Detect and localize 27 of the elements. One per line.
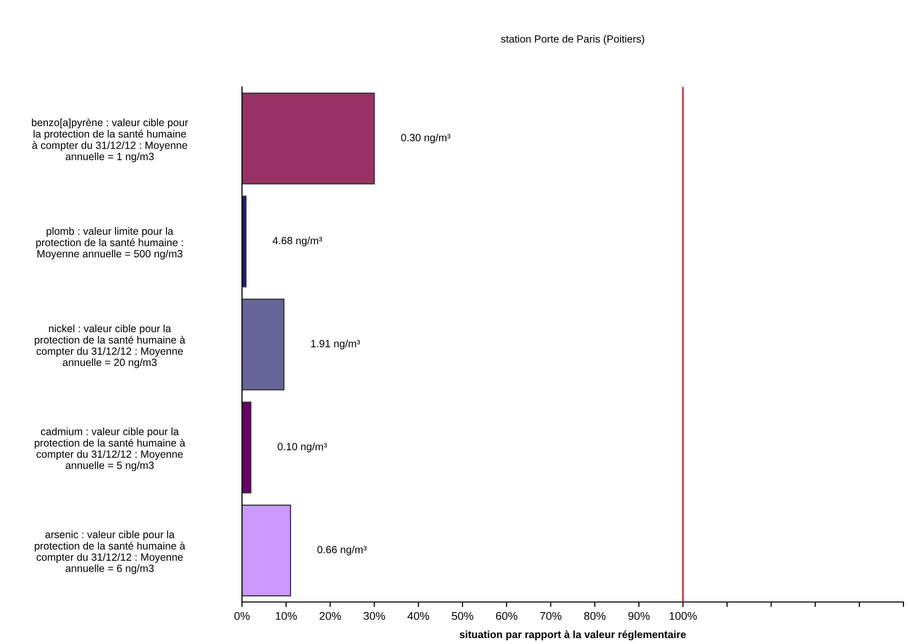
annotation: 0.66 ng/m³	[317, 546, 367, 556]
x-tick-label: 70%	[540, 612, 562, 620]
x-tick-label: 80%	[584, 612, 606, 620]
y-tick-label: benzo[a]pyrène : valeur cible pour la protection de la santé humaine à compter du 31/12/12 : Moyenne annuelle = 1 ng/m3	[32, 118, 188, 162]
y-tick-label: nickel : valeur cible pour la protection de la santé humaine à compter du 31/12/12 : Moyenne annuelle = 20 ng/m3	[34, 324, 186, 368]
annotation: 1.91 ng/m³	[311, 340, 360, 350]
annotation: 4.68 ng/m³	[272, 236, 322, 246]
x-tick-label: 20%	[320, 612, 341, 620]
x-tick-label: 90%	[628, 612, 650, 620]
y-tick-label: cadmium : valeur cible pour la protection de la santé humaine à compter du 31/12/12 : Moyenne annuelle = 5 ng/m3	[34, 428, 186, 472]
x-tick-label: 10%	[276, 612, 297, 620]
bar	[242, 298, 284, 390]
x-tick-label: 60%	[496, 612, 518, 620]
annotation: 0.30 ng/m³	[401, 134, 450, 144]
x-tick-label: 50%	[452, 612, 474, 620]
x-tick-label: 0%	[234, 612, 250, 620]
chart-title: station Porte de Paris (Poitiers)	[500, 35, 644, 45]
annotation: 0.10 ng/m³	[278, 442, 327, 452]
bar	[242, 92, 375, 184]
y-tick-label: plomb : valeur limite pour la protection de la santé humaine : Moyenne annuelle = 500 ng/m3	[36, 227, 183, 260]
y-tick-label: arsenic : valeur cible pour la protection de la santé humaine à compter du 31/12/12 : Moyenne annuelle = 6 ng/m3	[34, 530, 186, 574]
x-tick-label: 30%	[364, 612, 386, 620]
x-tick-label: 40%	[408, 612, 430, 620]
bar	[242, 504, 292, 596]
x-tick-label: 100%	[670, 612, 697, 620]
x-axis-title: situation par rapport à la valeur réglementaire	[460, 630, 686, 640]
bar	[242, 402, 252, 494]
